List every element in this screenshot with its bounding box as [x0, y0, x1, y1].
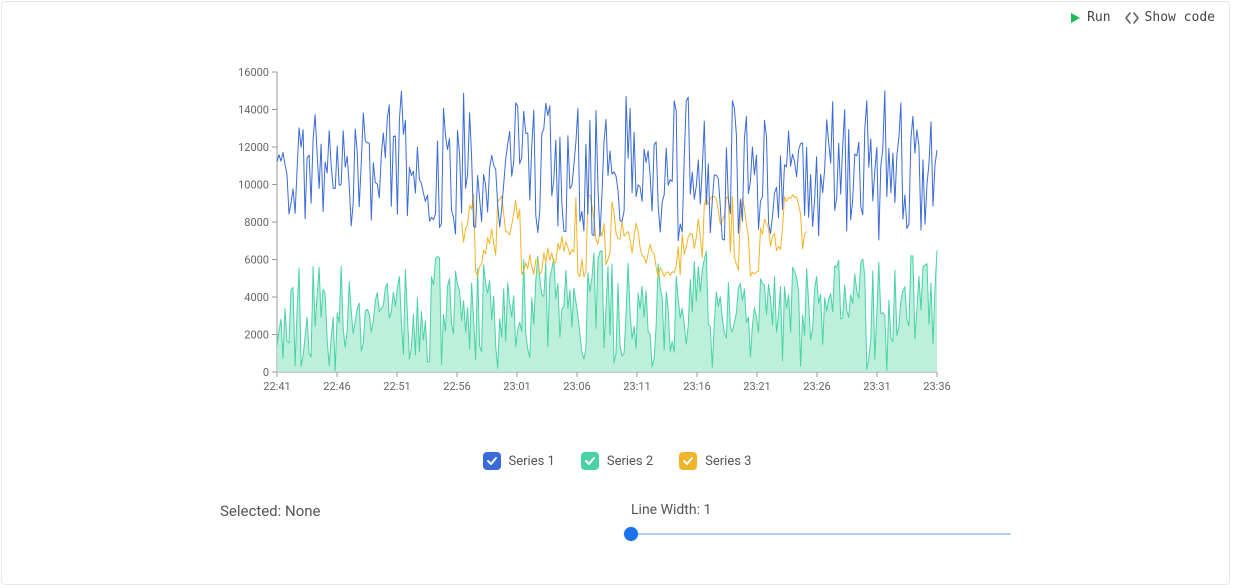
- svg-text:23:11: 23:11: [623, 380, 650, 393]
- svg-text:4000: 4000: [244, 291, 269, 304]
- cell-toolbar: Run Show code: [1069, 10, 1215, 25]
- svg-text:22:51: 22:51: [383, 380, 410, 393]
- svg-text:8000: 8000: [244, 216, 269, 229]
- show-code-label: Show code: [1145, 10, 1215, 25]
- legend-label: Series 1: [509, 454, 555, 469]
- run-button[interactable]: Run: [1069, 10, 1110, 25]
- svg-text:0: 0: [263, 366, 269, 379]
- legend-swatch-icon: [679, 452, 697, 470]
- svg-text:12000: 12000: [238, 141, 269, 154]
- svg-text:14000: 14000: [238, 104, 269, 117]
- line-width-slider[interactable]: [631, 524, 1011, 544]
- svg-text:22:56: 22:56: [443, 380, 470, 393]
- svg-text:23:26: 23:26: [803, 380, 830, 393]
- svg-text:22:41: 22:41: [263, 380, 290, 393]
- legend-item-2[interactable]: Series 2: [581, 452, 653, 470]
- svg-text:23:01: 23:01: [503, 380, 530, 393]
- legend-item-1[interactable]: Series 1: [483, 452, 555, 470]
- svg-text:23:06: 23:06: [563, 380, 590, 393]
- slider-label-prefix: Line Width:: [631, 502, 703, 518]
- run-label: Run: [1087, 10, 1110, 25]
- selected-value: None: [285, 502, 321, 520]
- svg-text:22:46: 22:46: [323, 380, 350, 393]
- controls-row: Selected: None Line Width: 1: [220, 502, 1011, 544]
- play-icon: [1069, 12, 1081, 24]
- selected-status: Selected: None: [220, 502, 321, 520]
- legend-swatch-icon: [581, 452, 599, 470]
- chart-legend: Series 1 Series 2 Series 3: [217, 452, 1017, 470]
- chart-container: 0 2000 4000 6000 8000 10000 12000 14000 16000 22:…: [217, 62, 1017, 470]
- legend-label: Series 2: [607, 454, 653, 469]
- svg-text:23:36: 23:36: [923, 380, 950, 393]
- svg-text:10000: 10000: [238, 179, 269, 192]
- slider-value: 1: [703, 502, 711, 518]
- line-width-control: Line Width: 1: [631, 502, 1011, 544]
- timeseries-chart[interactable]: 0 2000 4000 6000 8000 10000 12000 14000 16000 22:…: [217, 62, 957, 432]
- code-icon: [1125, 12, 1139, 24]
- slider-label: Line Width: 1: [631, 502, 1011, 518]
- output-cell: Run Show code 0 2000 4000 6000 8000 10000 1200…: [1, 1, 1230, 585]
- legend-item-3[interactable]: Series 3: [679, 452, 751, 470]
- svg-text:23:16: 23:16: [683, 380, 710, 393]
- legend-swatch-icon: [483, 452, 501, 470]
- svg-text:6000: 6000: [244, 254, 269, 267]
- selected-label: Selected:: [220, 502, 285, 520]
- svg-text:16000: 16000: [238, 66, 269, 79]
- show-code-button[interactable]: Show code: [1125, 10, 1215, 25]
- svg-text:23:21: 23:21: [743, 380, 770, 393]
- legend-label: Series 3: [705, 454, 751, 469]
- svg-text:23:31: 23:31: [863, 380, 890, 393]
- svg-text:2000: 2000: [244, 329, 269, 342]
- slider-thumb[interactable]: [624, 527, 638, 541]
- slider-track: [631, 533, 1011, 535]
